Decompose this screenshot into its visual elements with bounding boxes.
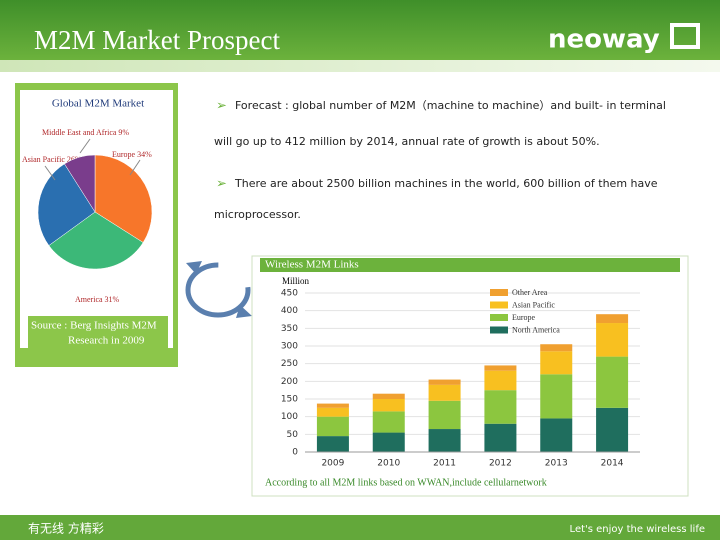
bar-segment bbox=[596, 323, 629, 357]
bar-segment bbox=[484, 390, 517, 424]
footer-slogan: 有无线 方精彩 bbox=[28, 521, 104, 536]
leader bbox=[129, 159, 141, 176]
legend-swatch bbox=[490, 301, 508, 309]
y-tick-label: 250 bbox=[281, 359, 298, 369]
slice-name: America bbox=[75, 295, 103, 304]
footer-band bbox=[0, 515, 720, 540]
pie-title: Global M2M Market bbox=[52, 98, 144, 110]
legend-label: Europe bbox=[512, 313, 536, 322]
bar-segment bbox=[372, 393, 405, 399]
bar-segment bbox=[372, 432, 405, 452]
slice-value: 34% bbox=[137, 150, 152, 159]
y-tick-label: 450 bbox=[281, 289, 298, 299]
y-tick-label: 150 bbox=[281, 395, 298, 405]
bar-segment bbox=[596, 314, 629, 324]
bar-segment bbox=[316, 403, 349, 408]
arrow-head bbox=[236, 305, 252, 318]
y-tick-label: 300 bbox=[281, 342, 298, 352]
slice-label: America 31% bbox=[75, 295, 120, 304]
slice-name: Middle East and Africa bbox=[42, 128, 117, 137]
y-tick-label: 400 bbox=[281, 306, 298, 316]
bullet-text: There are about 2500 billion machines in… bbox=[234, 177, 658, 190]
x-tick-label: 2012 bbox=[489, 459, 512, 469]
logo-mark bbox=[670, 23, 700, 49]
bar-segment bbox=[540, 351, 573, 375]
arrow-head bbox=[186, 261, 202, 274]
pie: Europe 34%America 31%Asian Pacific 26%Mi… bbox=[22, 128, 153, 304]
slice-label: Middle East and Africa 9% bbox=[42, 128, 129, 137]
bar-segment bbox=[540, 344, 573, 352]
bar-segment bbox=[540, 418, 573, 452]
header-band bbox=[0, 0, 720, 60]
y-tick-label: 350 bbox=[281, 324, 298, 334]
footer-tagline: Let's enjoy the wireless life bbox=[570, 524, 705, 535]
x-tick-label: 2014 bbox=[601, 459, 624, 469]
bullet-text: will go up to 412 million by 2014, annua… bbox=[214, 135, 600, 148]
y-axis-label: Million bbox=[282, 276, 310, 286]
legend-swatch bbox=[490, 289, 508, 296]
y-tick-label: 0 bbox=[292, 448, 298, 458]
bar-segment bbox=[540, 374, 573, 419]
bar-segment bbox=[316, 407, 349, 417]
bar-title: Wireless M2M Links bbox=[265, 259, 359, 271]
bar-segment bbox=[316, 436, 349, 452]
bar-segment bbox=[428, 429, 461, 452]
bar-segment bbox=[316, 416, 349, 437]
bar-segment bbox=[484, 370, 517, 391]
pie-slice bbox=[94, 154, 153, 243]
legend-label: Asian Pacific bbox=[512, 300, 555, 309]
bar-title-band bbox=[260, 258, 680, 272]
legend-label: Other Area bbox=[512, 288, 548, 297]
bullet-arrow: ➢ bbox=[216, 177, 227, 192]
slice-value: 31% bbox=[105, 295, 120, 304]
bar-segment bbox=[372, 411, 405, 433]
legend-label: North America bbox=[512, 325, 560, 334]
x-tick-label: 2009 bbox=[321, 459, 344, 469]
source-line: Research in 2009 bbox=[68, 335, 145, 347]
bar-segment bbox=[596, 407, 629, 452]
slice-value: 9% bbox=[118, 128, 129, 137]
bar-chart: 0 50 100 150 200 250 300 350 400 450 2009 2010 2011 2… bbox=[281, 288, 640, 469]
pie-slice bbox=[48, 211, 144, 270]
slice-label: Europe 34% bbox=[112, 150, 152, 159]
y-tick-label: 200 bbox=[281, 377, 298, 387]
bullet-arrow: ➢ bbox=[216, 99, 227, 114]
x-tick-label: 2011 bbox=[433, 459, 456, 469]
bullet-text: microprocessor. bbox=[214, 208, 301, 221]
x-tick-label: 2013 bbox=[545, 459, 568, 469]
bar-segment bbox=[484, 365, 517, 371]
source-line: Source : Berg Insights M2M bbox=[31, 320, 157, 332]
cycle-arrow bbox=[185, 262, 251, 318]
slice-name: Asian Pacific bbox=[22, 155, 65, 164]
bar-caption: According to all M2M links based on WWAN… bbox=[265, 477, 547, 488]
legend-swatch bbox=[490, 314, 508, 321]
slice-name: Europe bbox=[112, 150, 136, 159]
pie-slice bbox=[64, 154, 96, 213]
bar-segment bbox=[372, 399, 405, 412]
bar-segment bbox=[428, 400, 461, 430]
x-tick-label: 2010 bbox=[377, 459, 400, 469]
bullet-text: Forecast : global number of M2M（machine … bbox=[235, 99, 666, 112]
pie-slice bbox=[37, 163, 96, 246]
header-stripe bbox=[0, 60, 720, 72]
bar-segment bbox=[484, 423, 517, 452]
y-tick-label: 50 bbox=[287, 430, 299, 440]
leader bbox=[79, 138, 91, 154]
legend-swatch bbox=[490, 326, 508, 334]
bar-segment bbox=[428, 379, 461, 385]
brand: neoway bbox=[548, 25, 660, 55]
source-box bbox=[28, 316, 168, 350]
y-tick-label: 100 bbox=[281, 412, 298, 422]
leader bbox=[44, 165, 56, 181]
bar-segment bbox=[596, 356, 629, 408]
bar-segment bbox=[428, 384, 461, 401]
slide-title: M2M Market Prospect bbox=[34, 25, 280, 55]
